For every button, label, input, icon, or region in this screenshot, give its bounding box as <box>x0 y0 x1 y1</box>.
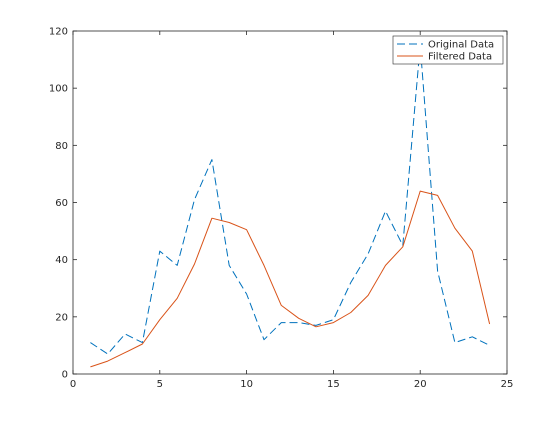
series-lines <box>90 44 491 368</box>
y-tick-label-4: 80 <box>55 141 68 152</box>
y-tick-label-2: 40 <box>55 255 68 266</box>
legend-label-1: Filtered Data <box>428 52 492 63</box>
x-tick-label-2: 10 <box>240 379 253 390</box>
x-tick-label-5: 25 <box>501 379 514 390</box>
y-tick-label-6: 120 <box>49 27 68 38</box>
y-tick-label-3: 60 <box>55 198 68 209</box>
x-tick-label-4: 20 <box>414 379 427 390</box>
y-tick-label-0: 0 <box>62 370 68 381</box>
y-tick-label-1: 20 <box>55 312 68 323</box>
x-tick-label-3: 15 <box>327 379 340 390</box>
series-line-1 <box>90 190 491 368</box>
x-tick-label-1: 5 <box>157 379 163 390</box>
legend-box <box>392 35 504 65</box>
axes: 0 5 10 15 20 25 0 20 40 60 80 100 120 <box>49 27 513 391</box>
series-line-0 <box>90 44 490 355</box>
y-tick-label-5: 100 <box>49 84 68 95</box>
legend-label-0: Original Data <box>428 40 494 51</box>
x-tick-label-0: 0 <box>70 379 76 390</box>
plot-area <box>73 31 507 374</box>
